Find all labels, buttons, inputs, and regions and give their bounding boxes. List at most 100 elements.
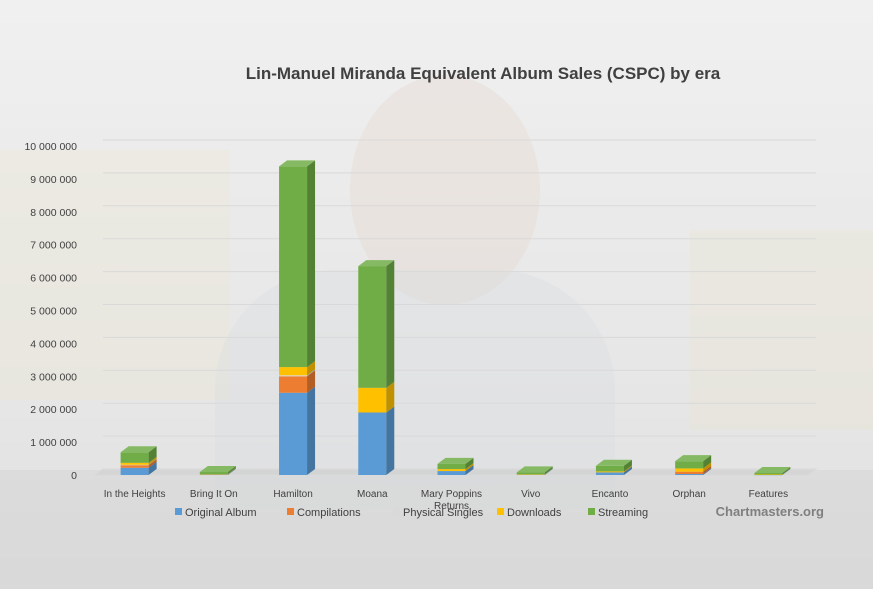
bar-segment-side [544,466,553,475]
bar-segment [358,387,387,413]
source-watermark: Chartmasters.org [716,504,824,519]
bar-segment [279,375,308,377]
bar-stack [516,466,553,476]
bar-top [754,467,791,474]
bar-segment-side [307,361,316,376]
bar-segment [120,452,149,463]
legend-label: Streaming [598,507,648,519]
bar-segment-side [148,461,157,475]
legend-label: Original Album [185,507,257,519]
bar-segment [754,473,783,475]
bar-top [120,446,157,453]
bar-segment [120,467,149,475]
y-tick-label: 10 000 000 [24,141,77,153]
legend-item: Compilations [287,507,361,519]
legend-swatch [497,508,504,515]
legend-label: Physical Singles [403,507,484,519]
bar-segment-side [703,455,712,469]
bar-stack [358,260,395,475]
y-tick-label: 1 000 000 [30,437,77,449]
bar-segment-side [148,456,157,465]
bar-segment [675,461,704,469]
bar-segment-side [307,369,316,377]
bar-segment [437,463,466,470]
bar-top [279,160,316,167]
bar-top [437,457,474,464]
legend-swatch [287,508,294,515]
y-tick-label: 6 000 000 [30,273,77,285]
y-axis-ticks: 0 1 000 000 2 000 000 3 000 000 4 000 000 5 0… [24,141,77,482]
bar-segment-side [544,468,553,475]
bar-segment [595,472,624,475]
bar-segment-side [544,468,553,475]
bar-stack [279,160,316,475]
legend-item: Streaming [588,507,648,519]
legend: Original Album Compilations Physical Singl… [175,507,648,519]
bar-segment-side [227,466,236,475]
bar-segment-side [148,458,157,466]
y-tick-label: 8 000 000 [30,207,77,219]
bar-segment-side [465,465,474,475]
y-tick-label: 3 000 000 [30,371,77,383]
bar-segment [358,266,387,388]
x-tick-label: Bring It On [190,489,238,500]
bar-segment-side [465,463,474,472]
bar-segment [358,412,387,475]
x-tick-label: Moana [357,489,388,500]
bar-segment [120,462,149,465]
bar-segment [675,471,704,475]
bar-segment [437,469,466,472]
bar-segment-side [307,160,316,368]
y-tick-label: 5 000 000 [30,306,77,318]
bar-top [358,260,395,267]
y-tick-label: 4 000 000 [30,338,77,350]
bar-segment [516,472,545,475]
bar-top [595,459,632,466]
y-tick-label: 0 [71,470,77,482]
bar-segment-side [703,462,712,472]
bar-segment [595,471,624,473]
bars [120,160,791,476]
x-tick-label: Orphan [672,489,705,500]
bar-segment-side [386,260,395,388]
bar-segment [199,474,228,475]
x-axis-ticks: In the Heights Bring It On Hamilton Moana Ma… [104,489,788,512]
x-tick-label: Mary Poppins Returns [421,489,482,512]
bar-stack [754,467,791,476]
bar-stack [437,457,474,475]
x-tick-label: In the Heights [104,489,166,500]
legend-item: Downloads [497,507,562,519]
x-tick-label: Hamilton [273,489,312,500]
bar-segment-side [703,465,712,475]
bar-segment-side [782,468,791,475]
bar-segment-side [782,467,791,475]
y-tick-label: 7 000 000 [30,240,77,252]
bar-segment [279,367,308,376]
bar-segment-side [148,446,157,463]
legend-label: Compilations [297,507,361,519]
bar-segment-side [465,457,474,470]
bar-segment [437,471,466,475]
bar-segment-side [227,468,236,475]
x-tick-label: Vivo [521,489,541,500]
bar-segment-side [307,370,316,393]
bar-segment [120,465,149,468]
legend-swatch [393,508,400,515]
y-tick-label: 9 000 000 [30,174,77,186]
x-tick-label: Features [749,489,788,500]
bar-segment-side [623,465,632,473]
bar-segment [516,474,545,475]
bar-top [675,455,712,462]
bar-segment [199,474,228,475]
bar-segment [675,468,704,472]
bar-segment [279,392,308,475]
legend-swatch [175,508,182,515]
bar-segment-side [623,466,632,475]
bar-segment-side [307,386,316,475]
bar-segment [675,474,704,475]
bar-top [199,466,236,473]
chart-title: Lin-Manuel Miranda Equivalent Album Sale… [246,64,721,83]
